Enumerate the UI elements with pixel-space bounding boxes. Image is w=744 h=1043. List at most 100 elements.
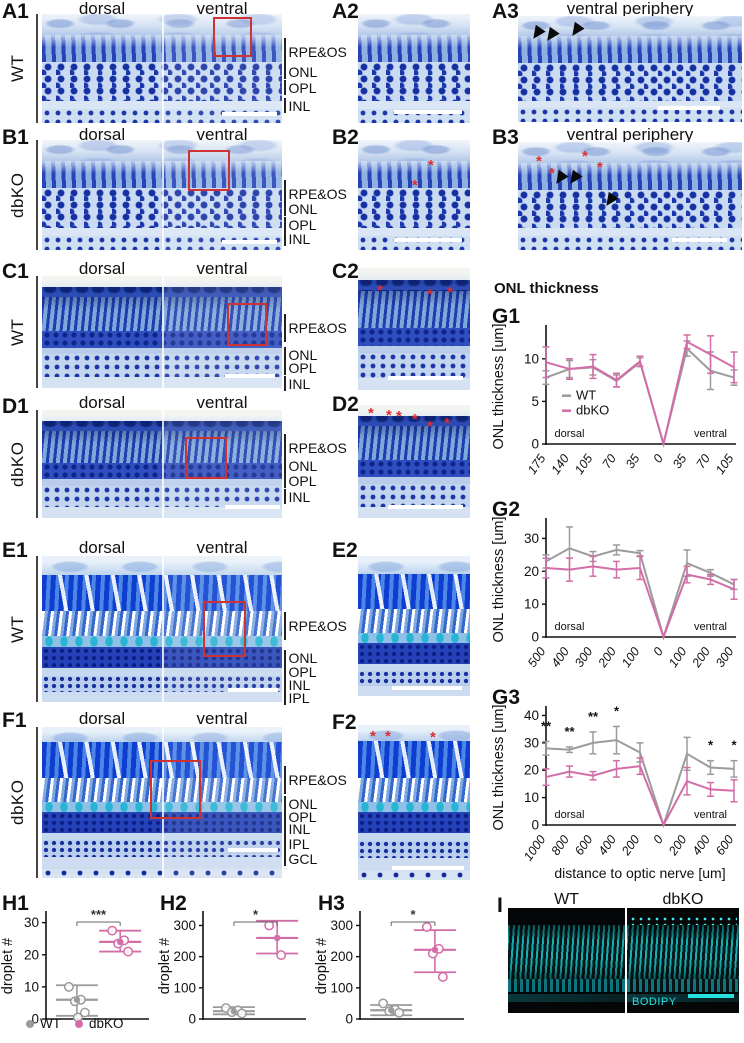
tissue-band [358, 740, 470, 778]
asterisk-marker: * [536, 153, 542, 170]
asterisk-marker: * [377, 282, 383, 299]
svg-text:30: 30 [24, 915, 39, 930]
layer-label: RPE&OS [284, 38, 347, 66]
scale-bar [228, 688, 278, 692]
column-header-dorsal: dorsal [78, 259, 126, 278]
chart-H3: 0 100 200 300 * droplet # [314, 907, 464, 1027]
micrograph-B2 [358, 140, 470, 250]
svg-text:20: 20 [524, 763, 539, 778]
panel-label-D1: D1 [2, 395, 29, 418]
svg-text:100: 100 [173, 980, 196, 995]
micrograph-E2 [358, 556, 470, 696]
panel-label-F1: F1 [2, 709, 27, 732]
svg-text:**: ** [541, 719, 552, 734]
svg-text:WT: WT [576, 388, 596, 403]
group-legend: WT dbKO [26, 1016, 124, 1031]
svg-text:0: 0 [651, 833, 666, 847]
tissue-band [358, 416, 470, 427]
column-header-dbko: dbKO [662, 891, 704, 908]
tissue-band [358, 327, 470, 347]
asterisk-marker: * [368, 405, 374, 422]
layer-tick [284, 612, 286, 640]
svg-text:*: * [411, 907, 417, 922]
fluorescence-band [508, 994, 625, 1003]
svg-text:ONL thickness [um]: ONL thickness [um] [491, 517, 507, 643]
svg-text:175: 175 [525, 452, 548, 477]
micrograph-C1 [42, 276, 282, 388]
asterisk-marker: * [412, 177, 418, 194]
scale-bar [672, 238, 727, 242]
svg-text:400: 400 [549, 645, 572, 670]
column-header-ventral: ventral [196, 393, 248, 412]
layer-tick [284, 821, 286, 836]
asterisk-marker: * [597, 159, 603, 176]
layer-tick [284, 809, 286, 824]
tissue-band [358, 725, 470, 741]
tissue-band [358, 268, 470, 281]
column-header-wt: WT [554, 891, 579, 908]
micrograph-A3 [518, 16, 742, 122]
tissue-band [358, 101, 470, 109]
tissue-band [358, 870, 470, 880]
tissue-band [358, 777, 470, 803]
panel-label-G1: G1 [492, 305, 521, 328]
layer-tick [284, 690, 286, 705]
micrograph-F2 [358, 725, 470, 880]
panel-label-G2: G2 [492, 498, 521, 521]
tissue-band [358, 460, 470, 478]
svg-text:200: 200 [689, 645, 713, 671]
svg-text:10: 10 [24, 979, 39, 994]
asterisk-marker: * [428, 157, 434, 174]
layer-label: INL [284, 489, 310, 504]
panel-label-C2: C2 [332, 260, 359, 283]
layer-label: IPL [284, 836, 310, 851]
layer-tick [284, 201, 286, 216]
svg-text:dbKO: dbKO [576, 403, 609, 418]
panel-bracket [36, 14, 38, 123]
svg-text:ventral: ventral [694, 621, 727, 633]
micrograph-C2 [358, 268, 470, 390]
inset-box [188, 150, 230, 191]
panel-bracket [36, 556, 38, 702]
asterisk-marker: * [427, 418, 433, 435]
svg-text:100: 100 [330, 980, 353, 995]
tissue-band [358, 609, 470, 633]
scale-bar [225, 505, 280, 509]
genotype-label: WT [8, 615, 27, 643]
svg-text:200: 200 [173, 949, 196, 964]
asterisk-marker: * [370, 728, 376, 745]
tissue-band [518, 100, 742, 109]
layer-tick [284, 217, 286, 232]
panel-label-H3: H3 [318, 892, 345, 915]
svg-text:100: 100 [619, 645, 642, 670]
scale-bar [394, 238, 462, 242]
svg-text:300: 300 [572, 645, 595, 670]
tissue-band [358, 188, 470, 228]
layer-tick [284, 664, 286, 679]
micrograph-D1 [42, 410, 282, 518]
svg-text:400: 400 [596, 833, 619, 858]
tissue-band [358, 405, 470, 417]
svg-text:*: * [708, 738, 714, 753]
tissue-band [518, 108, 742, 122]
tissue-band [358, 484, 470, 507]
svg-text:105: 105 [572, 452, 595, 477]
svg-text:35: 35 [623, 452, 642, 471]
genotype-label: WT [8, 54, 27, 83]
layer-tick [284, 458, 286, 473]
svg-text:105: 105 [713, 452, 736, 477]
inset-box [213, 17, 252, 57]
column-header-ventral: ventral [196, 709, 248, 728]
tissue-band [518, 228, 742, 236]
svg-text:70: 70 [694, 452, 713, 471]
tissue-band [358, 14, 470, 35]
micrograph-B1 [42, 140, 282, 250]
wt-legend-dot [26, 1019, 34, 1028]
svg-text:300: 300 [713, 645, 736, 670]
layer-label: INL [284, 677, 310, 692]
layer-tick [284, 180, 286, 208]
section-divider [162, 14, 164, 123]
